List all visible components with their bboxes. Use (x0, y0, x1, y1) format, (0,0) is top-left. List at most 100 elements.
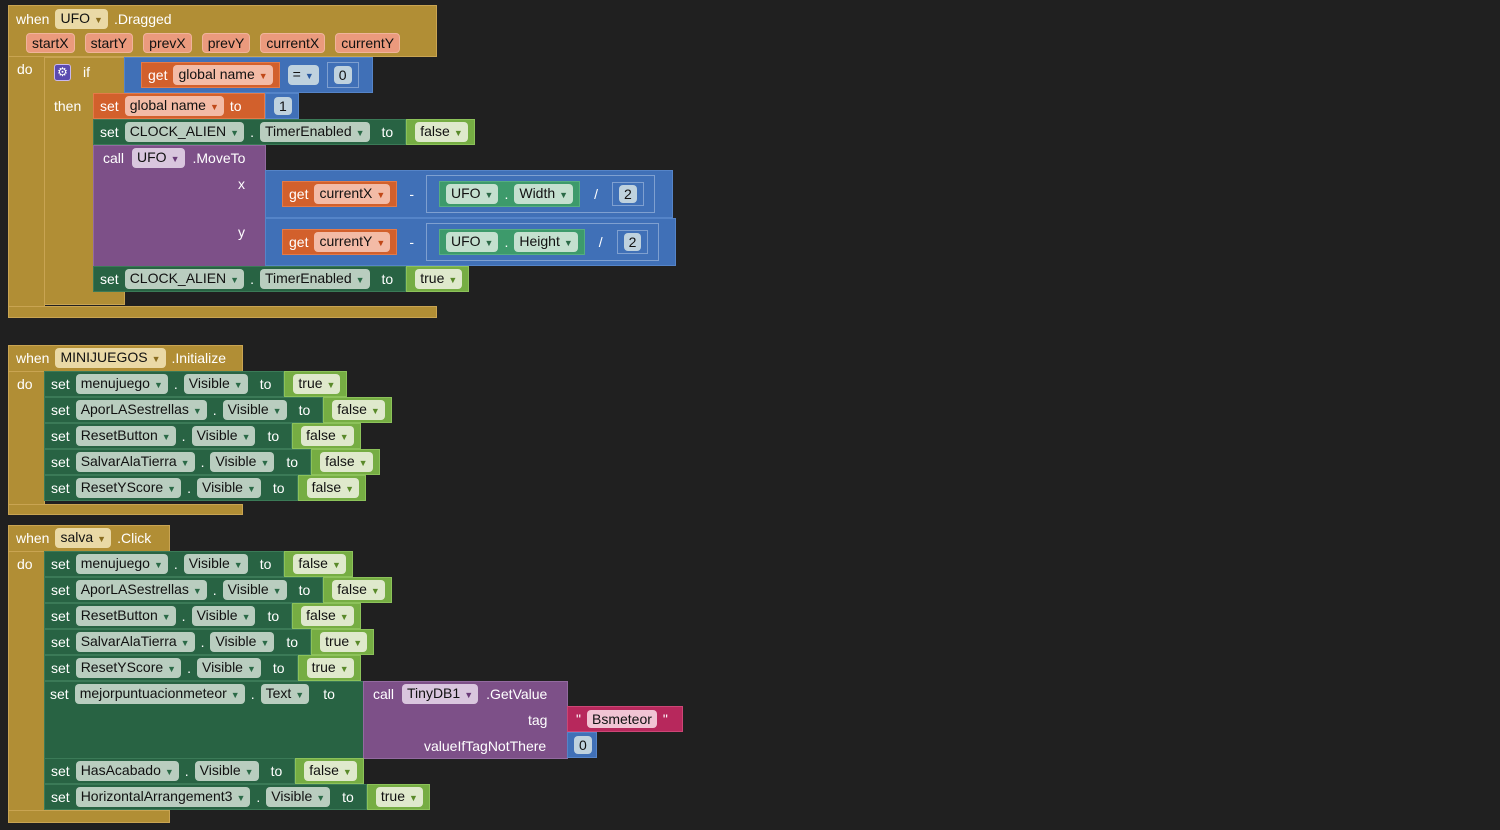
operator-dropdown[interactable]: = ▼ (287, 65, 319, 85)
property-dropdown[interactable]: Visible ▼ (194, 761, 259, 781)
component-dropdown[interactable]: UFO ▼ (445, 184, 499, 204)
setter-row[interactable]: set HasAcabado ▼. Visible ▼ to false ▼ (44, 758, 364, 784)
text-block[interactable]: " Bsmeteor " (567, 706, 683, 732)
parameter-startX[interactable]: startX (26, 33, 75, 53)
subtract-block-x[interactable]: get currentX ▼ - UFO ▼. Width ▼ / 2 (265, 170, 673, 218)
boolean-dropdown[interactable]: false ▼ (306, 478, 360, 498)
parameter-currentX[interactable]: currentX (260, 33, 326, 53)
component-dropdown[interactable]: UFO ▼ (132, 148, 185, 168)
property-dropdown[interactable]: Visible ▼ (222, 400, 287, 420)
setter-row[interactable]: set ResetButton ▼. Visible ▼ to false ▼ (44, 423, 361, 449)
setter-row[interactable]: set ResetButton ▼. Visible ▼ to false ▼ (44, 603, 361, 629)
property-dropdown[interactable]: TimerEnabled ▼ (259, 269, 370, 289)
component-dropdown[interactable]: AporLASestrellas ▼ (75, 400, 207, 420)
compare-block[interactable]: get global name ▼ = ▼ 0 (124, 57, 373, 93)
component-dropdown[interactable]: ResetYScore ▼ (75, 658, 182, 678)
component-dropdown[interactable]: HorizontalArrangement3 ▼ (75, 787, 251, 807)
component-dropdown[interactable]: ResetButton ▼ (75, 606, 176, 626)
divide-block[interactable]: UFO ▼. Height ▼ / 2 (425, 223, 660, 261)
setter-row[interactable]: set SalvarAlaTierra ▼. Visible ▼ to false ▼ (44, 449, 380, 475)
setter-row[interactable]: set SalvarAlaTierra ▼. Visible ▼ to true ▼ (44, 629, 375, 655)
set-timer-on-row[interactable]: set CLOCK_ALIEN ▼. TimerEnabled ▼ to true ▼ (93, 266, 470, 292)
component-dropdown[interactable]: MINIJUEGOS ▼ (55, 348, 166, 368)
setter-row[interactable]: set AporLASestrellas ▼. Visible ▼ to false ▼ (44, 577, 392, 603)
variable-dropdown[interactable]: global name ▼ (124, 96, 224, 116)
dot-label: . (250, 271, 254, 287)
property-dropdown[interactable]: Visible ▼ (222, 580, 287, 600)
boolean-dropdown[interactable]: false ▼ (320, 452, 373, 472)
setter-row[interactable]: set ResetYScore ▼. Visible ▼ to true ▼ (44, 655, 361, 681)
number-value[interactable]: 0 (574, 736, 592, 754)
component-dropdown[interactable]: SalvarAlaTierra ▼ (75, 452, 195, 472)
variable-dropdown[interactable]: currentY ▼ (314, 232, 391, 252)
setter-row[interactable]: set menujuego ▼. Visible ▼ to true ▼ (44, 371, 348, 397)
setter-row[interactable]: set menujuego ▼. Visible ▼ to false ▼ (44, 551, 353, 577)
boolean-dropdown[interactable]: false ▼ (293, 554, 346, 574)
property-dropdown[interactable]: Visible ▼ (191, 606, 256, 626)
boolean-dropdown[interactable]: true ▼ (415, 269, 463, 289)
boolean-dropdown[interactable]: false ▼ (332, 400, 385, 420)
component-dropdown[interactable]: SalvarAlaTierra ▼ (75, 632, 195, 652)
tag-value[interactable]: Bsmeteor (586, 710, 657, 728)
set-timer-off-row[interactable]: set CLOCK_ALIEN ▼. TimerEnabled ▼ to false ▼ (93, 119, 475, 145)
property-dropdown[interactable]: Visible ▼ (183, 374, 248, 394)
setter-row[interactable]: set ResetYScore ▼. Visible ▼ to false ▼ (44, 475, 367, 501)
number-value[interactable]: 0 (333, 66, 352, 84)
boolean-dropdown[interactable]: false ▼ (301, 606, 354, 626)
property-dropdown[interactable]: Visible ▼ (196, 658, 261, 678)
property-dropdown[interactable]: Visible ▼ (196, 478, 261, 498)
variable-dropdown[interactable]: global name ▼ (173, 65, 273, 85)
component-dropdown[interactable]: ResetButton ▼ (75, 426, 176, 446)
number-value[interactable]: 1 (274, 97, 292, 115)
component-dropdown[interactable]: salva ▼ (55, 528, 112, 548)
parameter-prevX[interactable]: prevX (143, 33, 192, 53)
boolean-dropdown[interactable]: false ▼ (301, 426, 354, 446)
boolean-dropdown[interactable]: false ▼ (332, 580, 385, 600)
set-global-row[interactable]: set global name ▼ to 1 (93, 93, 299, 119)
component-dropdown[interactable]: UFO ▼ (55, 9, 108, 29)
boolean-dropdown[interactable]: true ▼ (293, 374, 341, 394)
number-value[interactable]: 2 (623, 233, 642, 251)
property-dropdown[interactable]: Visible ▼ (183, 554, 248, 574)
db-dropdown[interactable]: TinyDB1 ▼ (402, 684, 479, 704)
component-dropdown[interactable]: AporLASestrellas ▼ (75, 580, 207, 600)
component-dropdown[interactable]: menujuego ▼ (75, 374, 168, 394)
boolean-dropdown[interactable]: true ▼ (320, 632, 368, 652)
dot-label: . (173, 376, 178, 392)
component-dropdown[interactable]: menujuego ▼ (75, 554, 168, 574)
component-dropdown[interactable]: HasAcabado ▼ (75, 761, 179, 781)
component-dropdown[interactable]: CLOCK_ALIEN ▼ (124, 122, 245, 142)
boolean-dropdown[interactable]: true ▼ (375, 787, 423, 807)
gear-icon[interactable]: ⚙ (54, 63, 71, 81)
property-dropdown[interactable]: Width ▼ (514, 184, 574, 204)
component-dropdown[interactable]: CLOCK_ALIEN ▼ (124, 269, 245, 289)
do-arm (8, 551, 45, 813)
component-dropdown[interactable]: ResetYScore ▼ (75, 478, 182, 498)
boolean-dropdown[interactable]: true ▼ (306, 658, 354, 678)
parameter-startY[interactable]: startY (84, 33, 134, 53)
subtract-block-y[interactable]: get currentY ▼ - UFO ▼. Height ▼ / 2 (265, 218, 676, 266)
property-dropdown[interactable]: Visible ▼ (266, 787, 331, 807)
property-dropdown[interactable]: Text ▼ (260, 684, 310, 704)
boolean-dropdown[interactable]: false ▼ (415, 122, 468, 142)
property-dropdown[interactable]: TimerEnabled ▼ (259, 122, 370, 142)
variable-dropdown[interactable]: currentX ▼ (314, 184, 391, 204)
property-dropdown[interactable]: Visible ▼ (210, 632, 275, 652)
component-dropdown[interactable]: mejorpuntuacionmeteor ▼ (74, 684, 245, 704)
setter-row[interactable]: set AporLASestrellas ▼. Visible ▼ to false ▼ (44, 397, 392, 423)
number-value[interactable]: 2 (618, 185, 637, 203)
number-block[interactable]: 0 (567, 732, 597, 758)
divide-block[interactable]: UFO ▼. Width ▼ / 2 (425, 175, 655, 213)
setter-row[interactable]: set HorizontalArrangement3 ▼. Visible ▼ to tru… (44, 784, 430, 810)
component-dropdown[interactable]: UFO ▼ (445, 232, 499, 252)
get-variable-block[interactable]: get global name ▼ (141, 62, 280, 88)
property-dropdown[interactable]: Visible ▼ (210, 452, 275, 472)
parameter-currentY[interactable]: currentY (335, 33, 401, 53)
number-block[interactable]: 0 (326, 62, 359, 88)
to-label: to (323, 686, 335, 702)
property-dropdown[interactable]: Height ▼ (514, 232, 578, 252)
boolean-dropdown[interactable]: false ▼ (304, 761, 357, 781)
dot-label: . (173, 556, 178, 572)
parameter-prevY[interactable]: prevY (201, 33, 251, 53)
property-dropdown[interactable]: Visible ▼ (191, 426, 256, 446)
